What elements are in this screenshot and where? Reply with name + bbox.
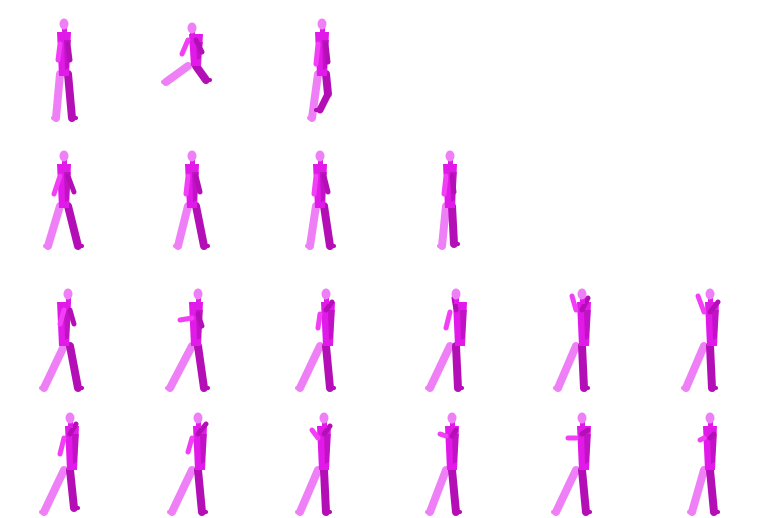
figure-lunge-twist (165, 288, 210, 392)
pose-frame-step-bent-knee (286, 14, 350, 124)
pose-frame-stride-turn-e (542, 408, 606, 518)
figure-crouch-kick (161, 22, 212, 86)
figure-lunge-reach (295, 288, 336, 392)
figure-stride-turn-c (295, 412, 333, 516)
figure-walk-stride-b (173, 150, 210, 250)
figure-stride-turn-d (425, 412, 462, 516)
pose-frame-stride-turn-d (414, 408, 478, 518)
figure-stand-idle (51, 18, 78, 122)
pose-frame-walk-pass (414, 146, 478, 256)
figure-lunge-spin (681, 288, 721, 392)
pose-frame-lunge-twist (158, 284, 222, 394)
pose-frame-walk-stride-c (286, 146, 350, 256)
pose-frame-stride-turn-a (30, 408, 94, 518)
figure-stride-turn-f (687, 412, 720, 516)
figure-walk-stride-a (43, 150, 84, 250)
figure-stride-turn-b (167, 412, 209, 516)
pose-frame-walk-stride-a (30, 146, 94, 256)
figure-stride-turn-a (39, 412, 80, 516)
pose-frame-crouch-kick (158, 14, 222, 124)
pose-frame-stride-turn-c (286, 408, 350, 518)
figure-stride-turn-e (551, 412, 592, 516)
pose-frame-stride-turn-b (158, 408, 222, 518)
pose-frame-lunge-a (30, 284, 94, 394)
figure-walk-stride-c (305, 150, 336, 250)
figure-lunge-lean (425, 288, 467, 392)
figure-lunge-arms-up (553, 288, 591, 392)
pose-frame-lunge-arms-up (542, 284, 606, 394)
figure-walk-pass (437, 150, 460, 250)
pose-frame-lunge-lean (414, 284, 478, 394)
pose-frame-walk-stride-b (158, 146, 222, 256)
figure-lunge-a (39, 288, 84, 392)
figure-step-bent-knee (307, 18, 332, 122)
pose-frame-stand-idle (30, 14, 94, 124)
pose-frame-lunge-reach (286, 284, 350, 394)
pose-frame-lunge-spin (670, 284, 734, 394)
pose-frame-stride-turn-f (670, 408, 734, 518)
